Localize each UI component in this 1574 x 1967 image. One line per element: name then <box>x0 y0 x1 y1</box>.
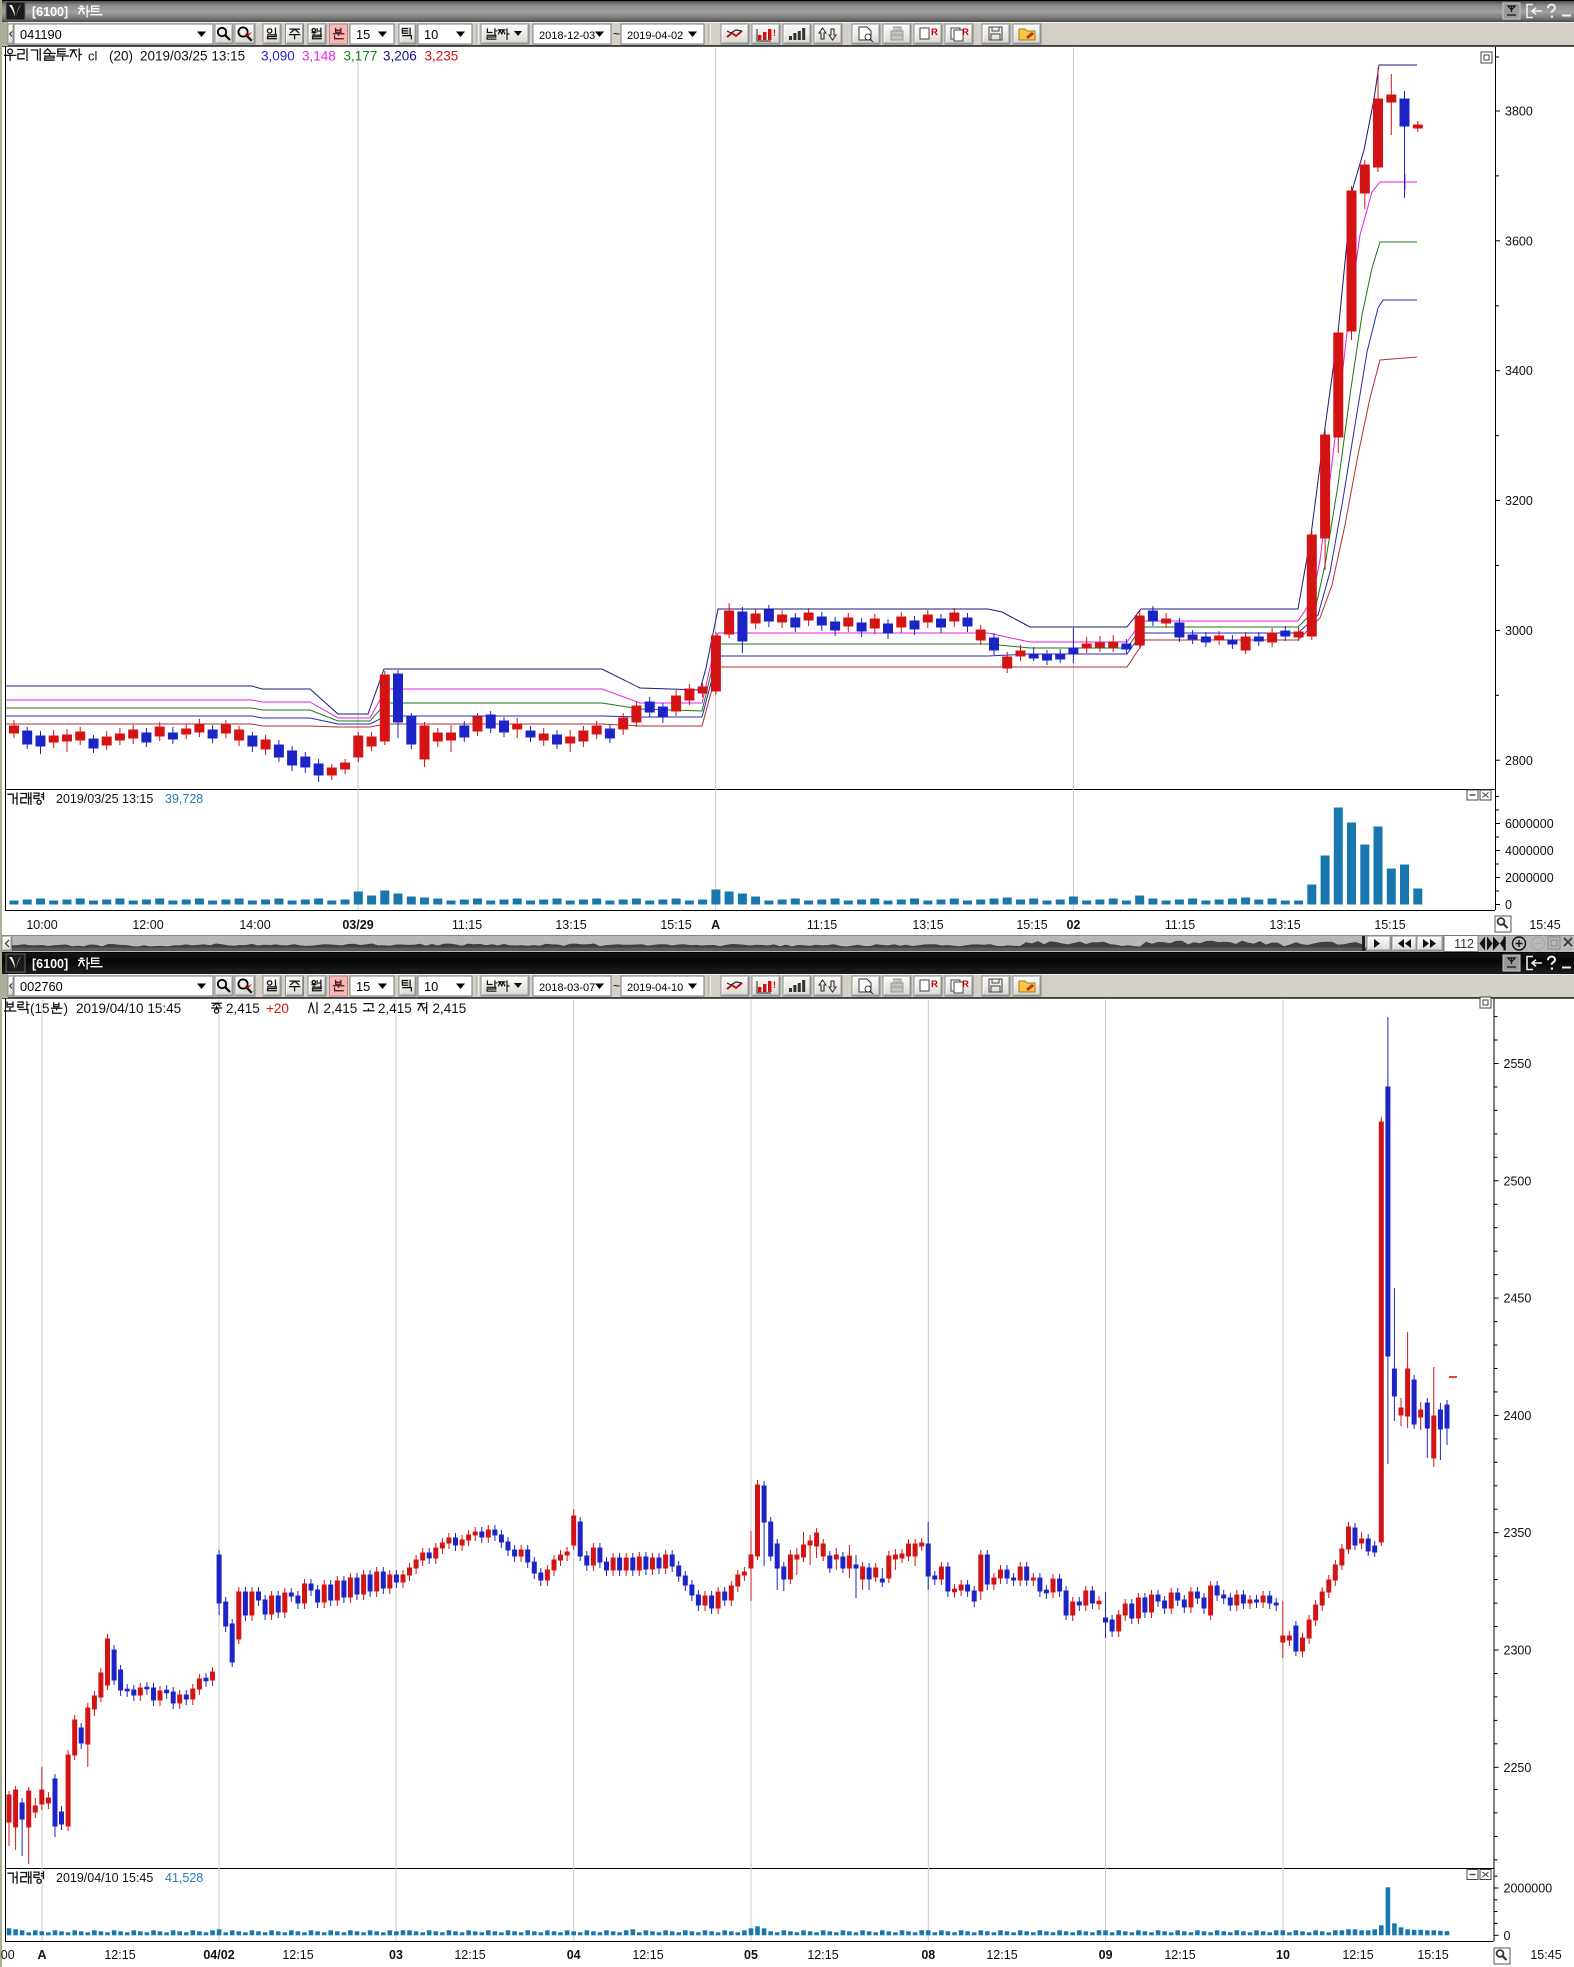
svg-text:2019/04/10 15:45: 2019/04/10 15:45 <box>56 1871 153 1885</box>
svg-text:11:15: 11:15 <box>807 918 837 932</box>
svg-text:2018-12-03: 2018-12-03 <box>539 30 595 42</box>
svg-text:112: 112 <box>1454 937 1474 951</box>
svg-text:2,415: 2,415 <box>378 1001 412 1016</box>
svg-text:2019/04/10 15:45: 2019/04/10 15:45 <box>76 1001 181 1016</box>
svg-text:): ) <box>64 1001 69 1016</box>
svg-text:15:15: 15:15 <box>1417 1948 1448 1962</box>
svg-text:4000000: 4000000 <box>1505 844 1554 858</box>
svg-text:0: 0 <box>1504 1929 1511 1943</box>
svg-text:12:00: 12:00 <box>132 918 163 932</box>
svg-text:13:15: 13:15 <box>555 918 586 932</box>
svg-text:2018-03-07: 2018-03-07 <box>539 982 595 994</box>
svg-text:(15: (15 <box>30 1001 50 1016</box>
svg-text:3,235: 3,235 <box>425 49 459 64</box>
svg-text:[6100]: [6100] <box>32 5 68 19</box>
svg-text:05: 05 <box>744 1948 758 1962</box>
svg-text:3,177: 3,177 <box>344 49 378 64</box>
svg-text:15: 15 <box>356 979 370 994</box>
svg-text:6000000: 6000000 <box>1505 817 1554 831</box>
svg-text:[6100]: [6100] <box>32 957 68 971</box>
svg-text:3,148: 3,148 <box>302 49 336 64</box>
svg-text:2,415: 2,415 <box>324 1001 358 1016</box>
svg-text:!: ! <box>773 980 776 990</box>
svg-text:12:15: 12:15 <box>104 1948 135 1962</box>
svg-text:2300: 2300 <box>1504 1644 1532 1658</box>
svg-text:2,415: 2,415 <box>226 1001 260 1016</box>
svg-text:15: 15 <box>356 27 370 42</box>
svg-text:0: 0 <box>1505 898 1512 912</box>
svg-text:2800: 2800 <box>1505 754 1533 768</box>
svg-text:04/02: 04/02 <box>203 1948 234 1962</box>
svg-text:R: R <box>931 979 938 990</box>
svg-text:10:00: 10:00 <box>26 918 57 932</box>
svg-text:R: R <box>962 979 969 990</box>
svg-text:12:15: 12:15 <box>454 1948 485 1962</box>
svg-text:~: ~ <box>613 979 620 993</box>
svg-text:3,206: 3,206 <box>383 49 417 64</box>
svg-text:13:15: 13:15 <box>912 918 943 932</box>
svg-text:2350: 2350 <box>1504 1526 1532 1540</box>
svg-text:2019-04-02: 2019-04-02 <box>627 30 683 42</box>
svg-text:12:15: 12:15 <box>282 1948 313 1962</box>
svg-text:2500: 2500 <box>1504 1174 1532 1188</box>
svg-text:2019/03/25 13:15: 2019/03/25 13:15 <box>140 49 245 64</box>
svg-text:02: 02 <box>1066 918 1080 932</box>
svg-text:03/29: 03/29 <box>342 918 373 932</box>
svg-text:15:15: 15:15 <box>660 918 691 932</box>
svg-text:3800: 3800 <box>1505 105 1533 119</box>
svg-text:15:45: 15:45 <box>1529 918 1560 932</box>
svg-text:3200: 3200 <box>1505 494 1533 508</box>
svg-text:R: R <box>931 27 938 38</box>
svg-text:R: R <box>962 27 969 38</box>
svg-text:3600: 3600 <box>1505 234 1533 248</box>
svg-text:2000000: 2000000 <box>1505 871 1554 885</box>
svg-text:03: 03 <box>389 1948 403 1962</box>
svg-text:11:15: 11:15 <box>452 918 482 932</box>
svg-text:08: 08 <box>921 1948 935 1962</box>
svg-text:A: A <box>711 918 720 932</box>
svg-text:2019-04-10: 2019-04-10 <box>627 982 683 994</box>
svg-text:12:15: 12:15 <box>1164 1948 1195 1962</box>
svg-text:10: 10 <box>424 27 438 42</box>
svg-text:2250: 2250 <box>1504 1761 1532 1775</box>
svg-text:2,415: 2,415 <box>433 1001 467 1016</box>
svg-text:~: ~ <box>613 27 620 41</box>
svg-text:15:45: 15:45 <box>1530 1948 1561 1962</box>
svg-text:13:15: 13:15 <box>1269 918 1300 932</box>
svg-text:10: 10 <box>1276 1948 1290 1962</box>
svg-text:2400: 2400 <box>1504 1409 1532 1423</box>
svg-text:cl: cl <box>88 49 98 64</box>
svg-text:3000: 3000 <box>1505 624 1533 638</box>
svg-text:39,728: 39,728 <box>165 792 203 806</box>
svg-text:041190: 041190 <box>20 27 62 42</box>
svg-text:12:15: 12:15 <box>986 1948 1017 1962</box>
svg-text:2450: 2450 <box>1504 1292 1532 1306</box>
svg-text:!: ! <box>773 28 776 38</box>
svg-text::00: :00 <box>0 1948 15 1962</box>
svg-text:14:00: 14:00 <box>239 918 270 932</box>
svg-text:04: 04 <box>567 1948 581 1962</box>
svg-text:2019/03/25 13:15: 2019/03/25 13:15 <box>56 792 153 806</box>
svg-text:A: A <box>37 1948 46 1962</box>
svg-text:12:15: 12:15 <box>807 1948 838 1962</box>
svg-text:12:15: 12:15 <box>632 1948 663 1962</box>
svg-text:15:15: 15:15 <box>1016 918 1047 932</box>
svg-text:09: 09 <box>1099 1948 1113 1962</box>
svg-text:15:15: 15:15 <box>1374 918 1405 932</box>
svg-text:002760: 002760 <box>20 979 63 994</box>
svg-text:2550: 2550 <box>1504 1057 1532 1071</box>
svg-text:11:15: 11:15 <box>1165 918 1195 932</box>
svg-text:3400: 3400 <box>1505 364 1533 378</box>
svg-text:(20): (20) <box>109 49 133 64</box>
svg-text:12:15: 12:15 <box>1342 1948 1373 1962</box>
svg-text:41,528: 41,528 <box>165 1871 203 1885</box>
svg-text:10: 10 <box>424 979 438 994</box>
svg-text:+20: +20 <box>266 1001 289 1016</box>
svg-text:2000000: 2000000 <box>1504 1882 1553 1896</box>
svg-text:3,090: 3,090 <box>261 49 295 64</box>
